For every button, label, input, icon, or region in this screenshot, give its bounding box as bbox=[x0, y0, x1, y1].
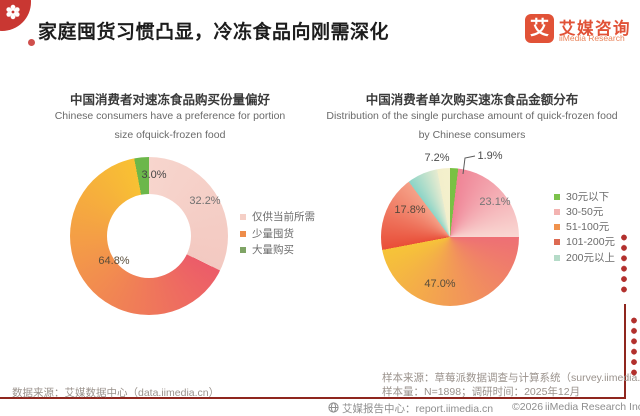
legend-item: 少量囤货 bbox=[240, 226, 294, 241]
legend-label: 30-50元 bbox=[566, 206, 604, 218]
report-center-link: 艾媒报告中心：report.iimedia.cn bbox=[342, 403, 494, 415]
sample-source-note: 样本来源：草莓派数据调查与计算系统（survey.iimedia.cn） bbox=[382, 372, 640, 384]
legend-item: 30元以下 bbox=[554, 189, 609, 204]
legend-swatch bbox=[554, 254, 560, 261]
logo-mark-icon: 艾 bbox=[525, 14, 554, 43]
legend-label: 51-100元 bbox=[566, 221, 610, 233]
legend-swatch bbox=[554, 193, 560, 200]
slice-label: 23.1% bbox=[479, 196, 511, 208]
slice-label: 3.0% bbox=[141, 169, 167, 181]
logo-name-cn: 艾媒咨询 bbox=[559, 20, 631, 38]
pie-chart-purchase-amount bbox=[381, 168, 519, 306]
legend-label: 200元以上 bbox=[566, 252, 616, 264]
slice-label: 1.9% bbox=[477, 150, 503, 162]
legend-item: 200元以上 bbox=[554, 250, 615, 265]
footer-border-vertical bbox=[624, 304, 626, 398]
legend-item: 101-200元 bbox=[554, 234, 615, 249]
right-chart-subtitle-2: by Chinese consumers bbox=[418, 129, 526, 141]
callout-line bbox=[462, 155, 476, 175]
legend-label: 101-200元 bbox=[566, 236, 616, 248]
legend-item: 30-50元 bbox=[554, 204, 603, 219]
slice-label: 7.2% bbox=[424, 152, 450, 164]
logo-name-en: iiMedia Research bbox=[559, 33, 625, 43]
left-chart-title: 中国消费者对速冻食品购买份量偏好 bbox=[69, 93, 270, 107]
decor-dots bbox=[621, 234, 627, 293]
company-name: iiMedia Research Inc bbox=[545, 401, 640, 413]
right-chart-subtitle-1: Distribution of the single purchase amou… bbox=[326, 110, 618, 122]
slice-label: 32.2% bbox=[189, 195, 221, 207]
legend-item: 仅供当前所需 bbox=[240, 209, 315, 224]
legend-item: 51-100元 bbox=[554, 219, 609, 234]
decor-dots bbox=[631, 317, 637, 379]
slice-label: 47.0% bbox=[424, 278, 456, 290]
decor-dot bbox=[28, 39, 35, 46]
page-title: 家庭囤货习惯凸显，冷冻食品向刚需深化 bbox=[38, 22, 390, 43]
legend-label: 大量购买 bbox=[252, 244, 294, 256]
legend-label: 30元以下 bbox=[566, 191, 610, 203]
data-source-note: 数据来源：艾媒数据中心（data.iimedia.cn） bbox=[12, 387, 220, 399]
legend-item: 大量购买 bbox=[240, 242, 294, 257]
legend-swatch bbox=[240, 246, 246, 253]
left-chart-subtitle-2: size ofquick-frozen food bbox=[114, 129, 226, 141]
slice-label: 17.8% bbox=[394, 204, 426, 216]
gear-icon bbox=[6, 4, 20, 20]
legend-label: 仅供当前所需 bbox=[252, 211, 315, 223]
footer-border-horizontal bbox=[0, 397, 626, 399]
legend-swatch bbox=[240, 230, 246, 237]
sample-size-note: 样本量：N=1898；调研时间：2025年12月 bbox=[382, 386, 581, 398]
legend-swatch bbox=[554, 223, 560, 230]
copyright-year: ©2026 bbox=[512, 401, 544, 413]
globe-icon bbox=[328, 402, 339, 413]
slice-label: 64.8% bbox=[98, 255, 130, 267]
left-chart-subtitle-1: Chinese consumers have a preference for … bbox=[54, 110, 286, 122]
legend-swatch bbox=[554, 208, 560, 215]
donut-chart-portion-preference bbox=[70, 157, 228, 315]
legend-swatch bbox=[554, 238, 560, 245]
right-chart-title: 中国消费者单次购买速冻食品金额分布 bbox=[365, 93, 579, 107]
legend-label: 少量囤货 bbox=[252, 228, 294, 240]
legend-swatch bbox=[240, 213, 246, 220]
